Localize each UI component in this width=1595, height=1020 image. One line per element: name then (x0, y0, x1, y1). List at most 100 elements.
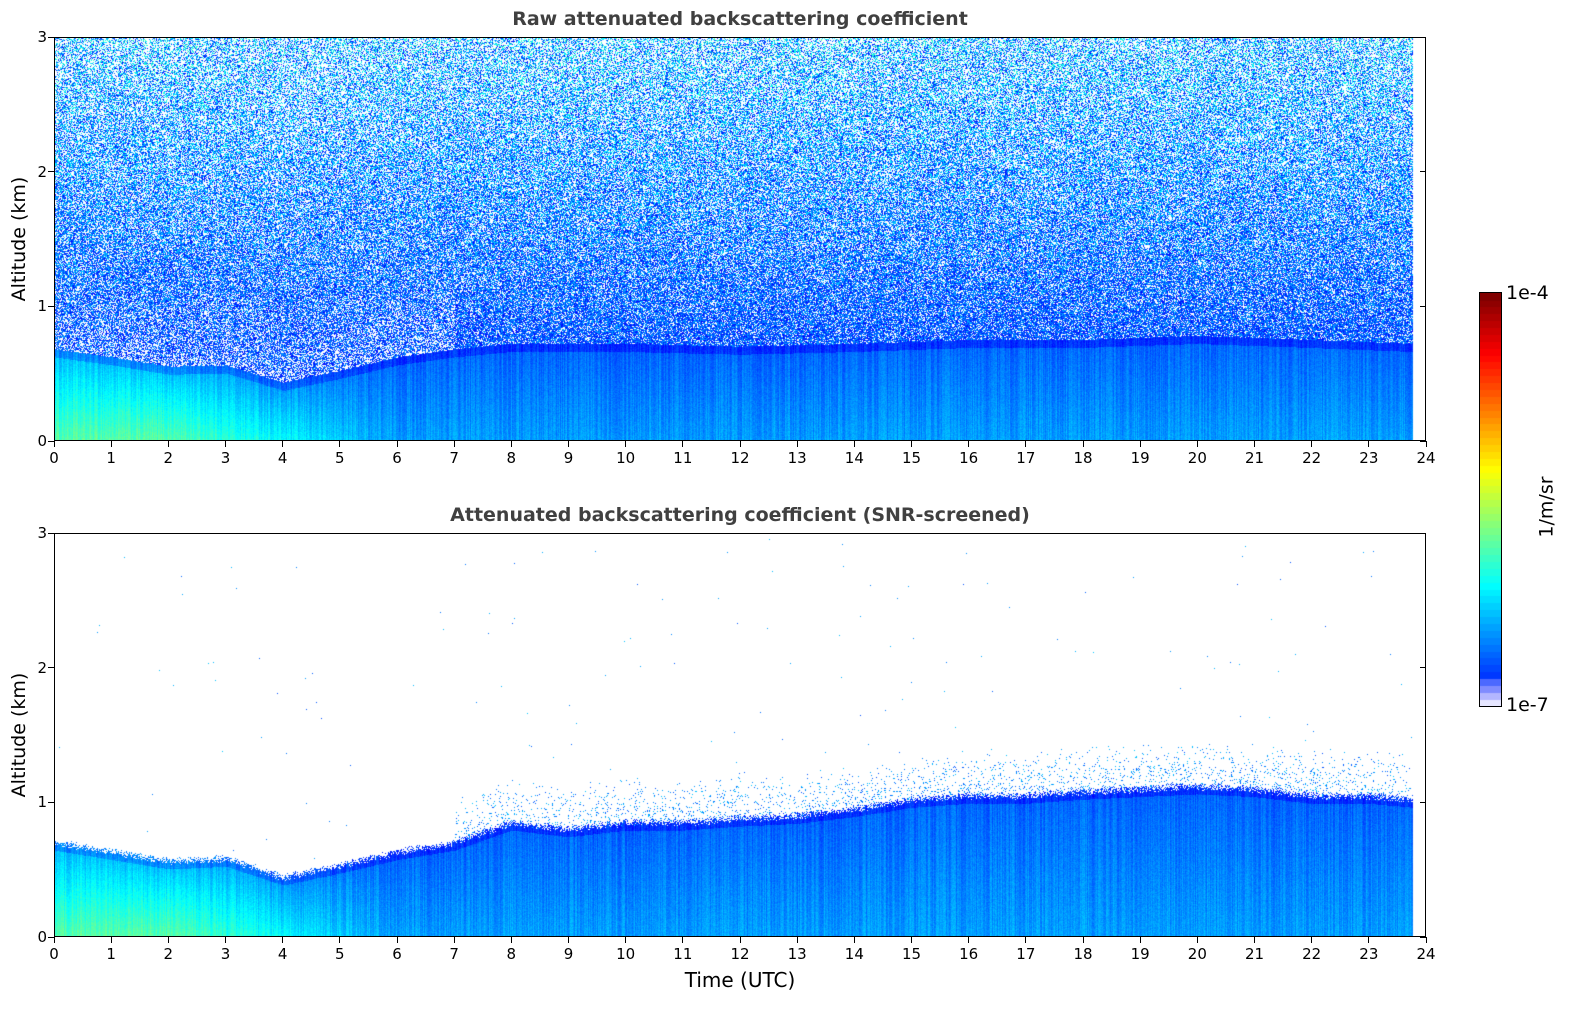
panel2-x-tick-label: 2 (163, 945, 174, 963)
panel2-x-tick-mark (853, 937, 855, 943)
panel1-heatmap (55, 38, 1425, 440)
panel2-x-tick-mark (625, 937, 627, 943)
panel1-y-tick-mark-left (48, 305, 54, 307)
panel2-x-tick-label: 6 (392, 945, 402, 963)
panel1-y-tick-mark-right (1420, 440, 1426, 442)
panel1-y-tick-label: 2 (37, 162, 47, 181)
panel1-x-tick-label: 3 (220, 449, 231, 467)
panel2-y-tick-label: 1 (37, 793, 47, 812)
panel1-x-tick-mark (510, 441, 512, 447)
panel2-x-tick-mark (53, 937, 55, 943)
panel1-x-tick-mark (225, 441, 226, 447)
panel2-x-tick-label: 14 (844, 945, 864, 963)
panel1-x-tick-mark (911, 441, 912, 447)
panel2-y-tick-mark-left (48, 532, 54, 534)
panel1-x-tick-label: 23 (1359, 449, 1379, 467)
panel2-x-tick-label: 1 (106, 945, 116, 963)
panel1-x-tick-label: 0 (49, 449, 59, 467)
panel2-x-tick-label: 8 (506, 945, 517, 963)
panel1-x-tick-label: 8 (506, 449, 517, 467)
panel2-x-tick-label: 5 (335, 945, 345, 963)
panel2-y-tick-mark-left (48, 801, 54, 803)
panel2-x-tick-label: 10 (616, 945, 636, 963)
panel2-x-tick-mark (510, 937, 512, 943)
panel2-plot-area (54, 533, 1426, 937)
panel2-y-tick-label: 2 (37, 658, 47, 677)
panel1-x-tick-label: 22 (1302, 449, 1322, 467)
colorbar (1479, 292, 1502, 707)
panel1-x-tick-label: 17 (1016, 449, 1036, 467)
colorbar-min-label: 1e-7 (1506, 694, 1549, 716)
panel2-x-tick-mark (225, 937, 226, 943)
panel1-x-tick-mark (625, 441, 627, 447)
panel1-x-tick-label: 12 (730, 449, 750, 467)
panel2-x-tick-label: 20 (1187, 945, 1207, 963)
panel1-x-tick-mark (1025, 441, 1027, 447)
panel2-x-tick-label: 17 (1016, 945, 1036, 963)
panel2-x-tick-mark (1311, 937, 1313, 943)
panel2-x-tick-mark (1196, 937, 1198, 943)
panel1-x-tick-label: 19 (1130, 449, 1150, 467)
panel1-y-tick-mark-left (48, 440, 54, 442)
panel2-x-tick-label: 0 (49, 945, 59, 963)
panel1-x-tick-mark (453, 441, 455, 447)
panel2-x-tick-label: 13 (787, 945, 807, 963)
panel1-x-tick-mark (53, 441, 55, 447)
panel2-x-tick-mark (282, 937, 284, 943)
panel1-x-tick-mark (1139, 441, 1141, 447)
panel1-title: Raw attenuated backscattering coefficien… (512, 8, 968, 30)
panel2-y-tick-mark-right (1420, 532, 1426, 534)
panel2-x-tick-mark (453, 937, 455, 943)
panel2-x-tick-mark (110, 937, 112, 943)
x-axis-label: Time (UTC) (684, 968, 796, 992)
panel1-x-tick-mark (282, 441, 284, 447)
panel1-x-tick-mark (1425, 441, 1427, 447)
panel2-x-tick-mark (796, 937, 798, 943)
panel1-x-tick-mark (167, 441, 169, 447)
panel2-x-tick-mark (167, 937, 169, 943)
panel2-x-tick-mark (1254, 937, 1255, 943)
panel2-x-tick-label: 9 (563, 945, 574, 963)
panel1-y-tick-mark-left (48, 36, 54, 38)
panel1-x-tick-mark (110, 441, 112, 447)
panel1-x-tick-label: 13 (787, 449, 807, 467)
panel2-x-tick-label: 22 (1302, 945, 1322, 963)
panel2-y-tick-mark-left (48, 667, 54, 669)
panel1-x-tick-label: 7 (449, 449, 459, 467)
panel1-x-tick-label: 9 (563, 449, 574, 467)
panel1-plot-area (54, 37, 1426, 441)
panel1-x-tick-label: 21 (1244, 449, 1265, 467)
panel1-x-tick-label: 2 (163, 449, 174, 467)
panel1-y-tick-mark-right (1420, 171, 1426, 173)
panel1-x-tick-mark (339, 441, 341, 447)
panel2-x-tick-label: 4 (277, 945, 288, 963)
panel1-x-tick-mark (1082, 441, 1084, 447)
panel2-title: Attenuated backscattering coefficient (S… (450, 504, 1030, 526)
panel1-y-tick-mark-right (1420, 305, 1426, 307)
panel1-x-tick-mark (682, 441, 684, 447)
panel2-x-tick-mark (396, 937, 398, 943)
panel1-x-tick-label: 15 (901, 449, 922, 467)
panel2-x-tick-mark (1139, 937, 1141, 943)
panel2-x-tick-mark (568, 937, 569, 943)
panel1-x-tick-mark (1368, 441, 1370, 447)
colorbar-unit-label: 1/m/sr (1535, 476, 1558, 538)
panel1-x-tick-label: 11 (673, 449, 693, 467)
panel1-x-tick-mark (1311, 441, 1313, 447)
panel1-x-tick-label: 20 (1187, 449, 1207, 467)
panel2-y-tick-label: 3 (37, 524, 47, 542)
panel1-x-tick-label: 4 (277, 449, 288, 467)
panel2-x-tick-label: 12 (730, 945, 750, 963)
panel2-x-tick-label: 3 (220, 945, 231, 963)
panel2-heatmap (55, 534, 1425, 936)
panel2-x-tick-mark (968, 937, 970, 943)
panel1-x-tick-label: 5 (335, 449, 345, 467)
panel1-x-tick-mark (1196, 441, 1198, 447)
panel2-x-tick-label: 7 (449, 945, 459, 963)
panel1-y-tick-label: 0 (37, 432, 47, 450)
panel1-x-tick-label: 24 (1416, 449, 1436, 467)
panel2-x-tick-mark (1425, 937, 1427, 943)
panel2-x-tick-mark (682, 937, 684, 943)
panel1-x-tick-mark (1254, 441, 1255, 447)
panel2-x-tick-label: 23 (1359, 945, 1379, 963)
